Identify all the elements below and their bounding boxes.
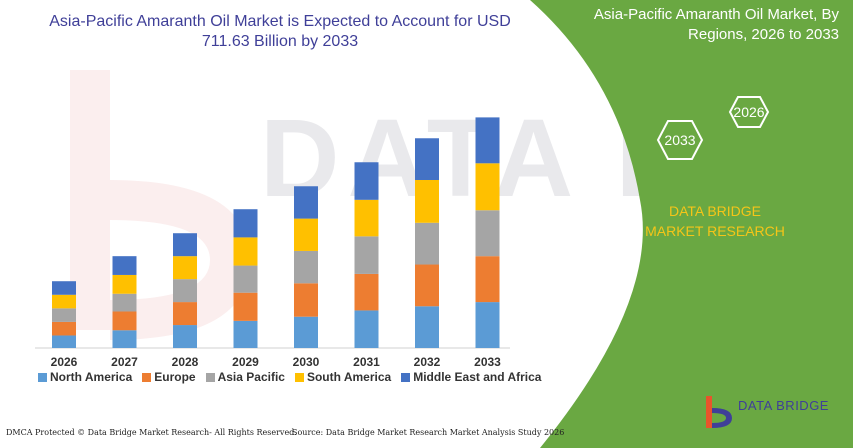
hexagon-2033 (656, 120, 704, 160)
bar-segment-2032-1 (415, 264, 439, 307)
legend-label-0: North America (50, 370, 133, 384)
bars-group (52, 117, 500, 348)
legend-swatch-3 (294, 372, 304, 382)
stacked-bar-chart: 2026 2027 2028 2029 2030 2031 2032 2033 (35, 117, 510, 368)
bar-segment-2033-3 (475, 163, 500, 211)
bar-segment-2029-1 (233, 292, 258, 321)
bar-segment-2032-3 (415, 180, 439, 223)
logo-text: DATA BRIDGE (738, 398, 829, 413)
footer-source: Source: Data Bridge Market Research Mark… (292, 428, 565, 437)
legend-item-3: South America (294, 370, 392, 384)
chart-title: Asia-Pacific Amaranth Oil Market is Expe… (49, 13, 511, 50)
bar-segment-2033-4 (475, 117, 500, 164)
bar-segment-2029-4 (233, 209, 258, 238)
bar-segment-2027-0 (112, 330, 137, 348)
x-tick-2033: 2033 (474, 355, 501, 368)
bar-segment-2031-3 (354, 199, 379, 237)
legend-swatch-1 (142, 372, 152, 382)
green-panel-shape (530, 0, 853, 448)
bar-segment-2026-4 (52, 281, 76, 295)
x-tick-2028: 2028 (172, 355, 199, 368)
legend-item-4: Middle East and Africa (401, 370, 541, 384)
panel-title: Asia-Pacific Amaranth Oil Market, By Reg… (593, 6, 839, 43)
x-tick-2032: 2032 (414, 355, 441, 368)
bar-segment-2029-3 (233, 237, 258, 266)
bar-segment-2029-2 (233, 265, 258, 293)
legend-item-2: Asia Pacific (205, 370, 285, 384)
bar-segment-2027-2 (112, 293, 137, 312)
panel-brand: DATA BRIDGE MARKET RESEARCH (645, 203, 785, 239)
bar-segment-2031-0 (354, 310, 379, 348)
bar-segment-2029-0 (233, 320, 258, 348)
bar-segment-2027-4 (112, 256, 137, 275)
bar-segment-2026-2 (52, 308, 76, 322)
legend-swatch-4 (401, 372, 411, 382)
legend-label-1: Europe (154, 370, 196, 384)
legend-label-4: Middle East and Africa (413, 370, 542, 384)
bar-segment-2026-0 (52, 335, 76, 348)
legend-swatch-2 (205, 372, 215, 382)
bar-segment-2033-1 (475, 256, 500, 303)
x-tick-2027: 2027 (111, 355, 138, 368)
x-tick-2031: 2031 (353, 355, 380, 368)
bar-segment-2026-3 (52, 294, 76, 309)
bar-segment-2030-0 (294, 316, 318, 348)
bar-segment-2028-3 (173, 256, 197, 280)
legend-label-3: South America (306, 370, 392, 384)
x-tick-2029: 2029 (232, 355, 259, 368)
legend-item-1: Europe (142, 370, 196, 384)
data-bridge-logo (706, 396, 732, 428)
bar-segment-2026-1 (52, 321, 76, 336)
bar-segment-2030-1 (294, 283, 318, 317)
hexagon-2026 (728, 96, 770, 128)
bar-segment-2032-0 (415, 306, 439, 348)
bar-segment-2032-2 (415, 222, 439, 265)
legend-label-2: Asia Pacific (217, 370, 285, 384)
footer-copyright: DMCA Protected © Data Bridge Market Rese… (6, 428, 297, 437)
bar-segment-2030-4 (294, 186, 318, 219)
bar-segment-2028-4 (173, 233, 197, 257)
bar-segment-2031-2 (354, 236, 379, 274)
bar-segment-2028-0 (173, 325, 197, 348)
bar-segment-2031-4 (354, 162, 379, 200)
bar-segment-2030-3 (294, 218, 318, 251)
x-tick-2026: 2026 (51, 355, 78, 368)
x-tick-2030: 2030 (293, 355, 320, 368)
badge-2033-label: 2033 (664, 132, 696, 148)
legend-swatch-0 (38, 372, 47, 382)
bar-segment-2028-1 (173, 302, 197, 326)
bar-segment-2027-1 (112, 311, 137, 331)
bar-segment-2031-1 (354, 273, 379, 311)
x-tick-labels: 2026 2027 2028 2029 2030 2031 2032 2033 (51, 355, 502, 368)
bar-segment-2033-2 (475, 210, 500, 257)
chart-legend: North America Europe Asia Pacific South Ame… (38, 370, 541, 384)
legend-item-0: North America (38, 370, 132, 384)
badge-2026-label: 2026 (733, 104, 765, 120)
bar-segment-2028-2 (173, 279, 197, 303)
bar-segment-2027-3 (112, 274, 137, 294)
bar-segment-2032-4 (415, 138, 439, 180)
bar-segment-2030-2 (294, 250, 318, 284)
bar-segment-2033-0 (475, 302, 500, 348)
